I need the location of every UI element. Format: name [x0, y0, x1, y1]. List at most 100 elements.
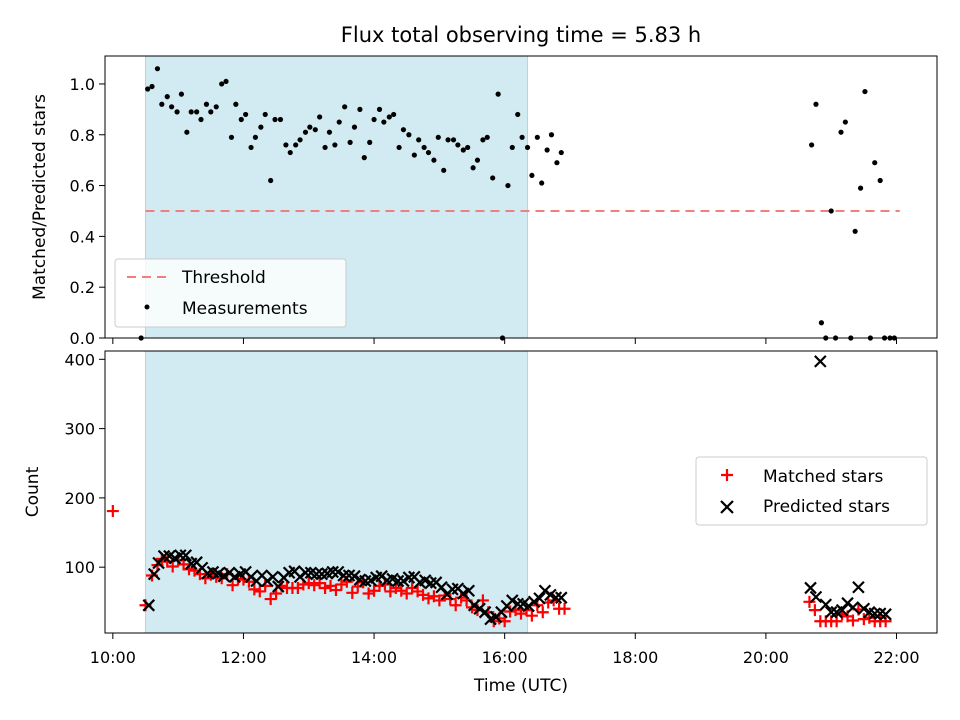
predicted-star-marker: [814, 355, 827, 368]
measurement-point: [411, 152, 417, 158]
measurement-point: [877, 177, 883, 184]
measurement-point: [347, 139, 353, 145]
predicted-star-marker: [310, 567, 323, 581]
measurement-point: [490, 175, 496, 181]
measurement-point: [376, 106, 383, 112]
bottom-panel: 100 200 300 400 10:00 12:00 14:00 16:00 18:00 20…: [23, 350, 938, 696]
measurement-point: [495, 91, 501, 97]
measurement-point: [539, 180, 545, 186]
x-tick-label: 14:00: [351, 648, 397, 667]
measurement-point: [145, 86, 151, 92]
measurement-point: [326, 129, 333, 135]
measurement-point: [213, 104, 219, 110]
predicted-star-marker: [857, 602, 871, 616]
predicted-star-marker: [326, 565, 339, 579]
predicted-star-marker: [868, 607, 882, 620]
predicted-star-marker: [348, 569, 361, 583]
measurement-point: [312, 127, 318, 133]
matched-star-marker: [449, 599, 462, 612]
matched-star-marker: [879, 615, 892, 628]
legend-matched-label: Matched stars: [763, 467, 883, 487]
matched-star-marker: [857, 613, 870, 626]
bottom-x-axis: 10:00 12:00 14:00 16:00 18:00 20:00 22:00: [90, 633, 920, 667]
measurement-point: [544, 147, 550, 153]
measurement-point: [435, 134, 441, 140]
bottom-legend: Matched stars Predicted stars: [695, 456, 928, 526]
bottom-plot-frame: [104, 350, 938, 634]
measurement-point: [524, 144, 531, 151]
measurement-point: [248, 144, 254, 151]
predicted-stars-points: [142, 355, 892, 626]
measurement-point: [470, 165, 476, 171]
measurement-point: [357, 106, 363, 112]
bottom-y-tick-label: 300: [64, 420, 95, 439]
measurement-point: [283, 142, 289, 148]
x-tick-label: 10:00: [90, 648, 136, 667]
top-panel: 0.0 0.2 0.4 0.6 0.8 1.0 Matched/Predicted sta…: [30, 55, 938, 348]
predicted-star-marker: [397, 574, 410, 588]
predicted-star-marker: [852, 580, 865, 594]
matched-star-marker: [264, 593, 277, 606]
top-y-axis: 0.0 0.2 0.4 0.6 0.8 1.0: [70, 75, 105, 348]
predicted-star-marker: [879, 608, 892, 621]
top-y-tick-label: 0.4: [70, 227, 95, 246]
measurement-point: [505, 182, 511, 189]
matched-star-marker: [319, 581, 332, 594]
measurement-point: [268, 177, 274, 184]
predicted-star-marker: [272, 580, 285, 593]
matched-star-marker: [400, 587, 413, 600]
measurement-point: [474, 157, 481, 163]
measurement-point: [548, 132, 555, 138]
predicted-star-marker: [824, 605, 838, 619]
measurement-point: [287, 149, 293, 156]
measurement-point: [838, 129, 844, 135]
measurement-point: [219, 81, 225, 87]
measurement-point: [223, 78, 229, 85]
measurement-point: [243, 111, 249, 118]
measurement-point: [381, 119, 387, 125]
predicted-star-marker: [337, 569, 350, 582]
measurement-point: [400, 127, 407, 133]
predicted-star-marker: [533, 592, 546, 605]
bottom-legend-box: [695, 456, 928, 526]
predicted-star-marker: [554, 591, 568, 604]
measurement-point: [322, 144, 328, 151]
legend-predicted-swatch: [720, 500, 734, 514]
matched-star-marker: [803, 595, 816, 608]
predicted-star-marker: [391, 574, 405, 588]
measurement-point: [529, 172, 535, 179]
matched-star-marker: [226, 579, 239, 592]
predicted-star-marker: [527, 595, 541, 609]
matched-star-marker: [504, 605, 517, 618]
predicted-star-marker: [467, 599, 481, 612]
measurement-point: [262, 111, 268, 118]
matched-star-marker: [422, 592, 435, 605]
x-tick-label: 22:00: [873, 648, 919, 667]
top-y-axis-label: Matched/Predicted stars: [30, 94, 50, 300]
predicted-star-marker: [157, 549, 171, 563]
measurement-point: [872, 160, 878, 166]
measurement-point: [515, 111, 521, 118]
measurement-point: [194, 109, 200, 115]
top-legend: Threshold Measurements: [114, 258, 347, 328]
measurement-point: [455, 142, 461, 148]
measurement-point: [332, 142, 338, 148]
measurement-point: [509, 144, 515, 151]
matched-star-marker: [558, 602, 571, 615]
bottom-y-tick-label: 100: [64, 558, 95, 577]
bottom-y-tick-label: 400: [64, 350, 95, 369]
bottom-y-axis: 100 200 300 400: [64, 350, 105, 577]
measurement-point: [154, 66, 161, 72]
measurement-point: [169, 104, 175, 110]
top-y-tick-label: 1.0: [70, 75, 95, 94]
measurement-point: [307, 124, 313, 130]
predicted-star-marker: [299, 566, 312, 579]
measurement-point: [238, 116, 244, 123]
predicted-star-marker: [804, 581, 817, 595]
measurement-point: [431, 157, 437, 163]
measurement-point: [336, 119, 342, 125]
x-tick-label: 20:00: [743, 648, 789, 667]
measurement-point: [302, 129, 309, 135]
predicted-star-marker: [819, 598, 833, 611]
top-plot-frame: [104, 55, 938, 339]
